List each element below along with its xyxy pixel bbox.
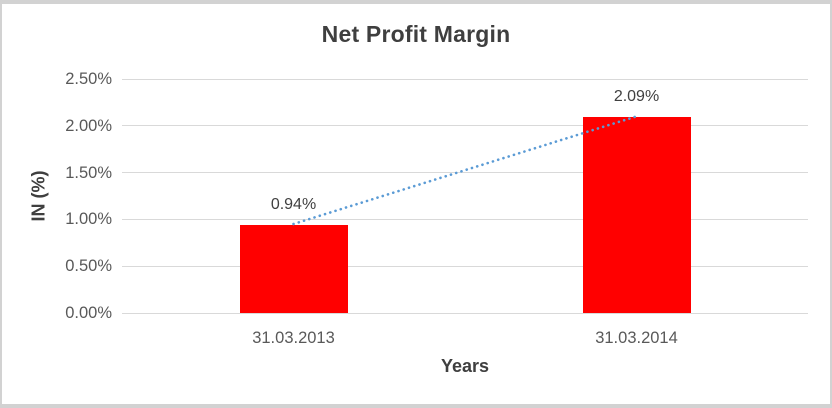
chart-title: Net Profit Margin: [321, 21, 511, 47]
data-label: 2.09%: [613, 88, 660, 106]
gridline: [122, 78, 808, 80]
x-axis-tick-label: 31.03.2014: [595, 329, 678, 347]
y-axis-tick-label: 0.00%: [65, 304, 112, 322]
data-label: 0.94%: [270, 196, 317, 214]
y-axis-tick-label: 2.50%: [65, 70, 112, 88]
gridline: [122, 125, 808, 127]
y-axis-tick-label: 2.00%: [65, 116, 112, 135]
bar: [582, 117, 691, 313]
x-axis-tick-label: 31.03.2013: [252, 329, 335, 347]
bar: [239, 225, 348, 313]
y-axis-tick-label: 1.00%: [65, 210, 112, 229]
gridline: [122, 312, 808, 314]
y-axis-tick-label: 1.50%: [65, 163, 112, 182]
y-axis-tick-label: 0.50%: [65, 257, 112, 276]
x-axis-title: Years: [440, 356, 490, 376]
gridline: [122, 172, 808, 174]
gridline: [122, 265, 808, 267]
gridline: [122, 218, 808, 220]
